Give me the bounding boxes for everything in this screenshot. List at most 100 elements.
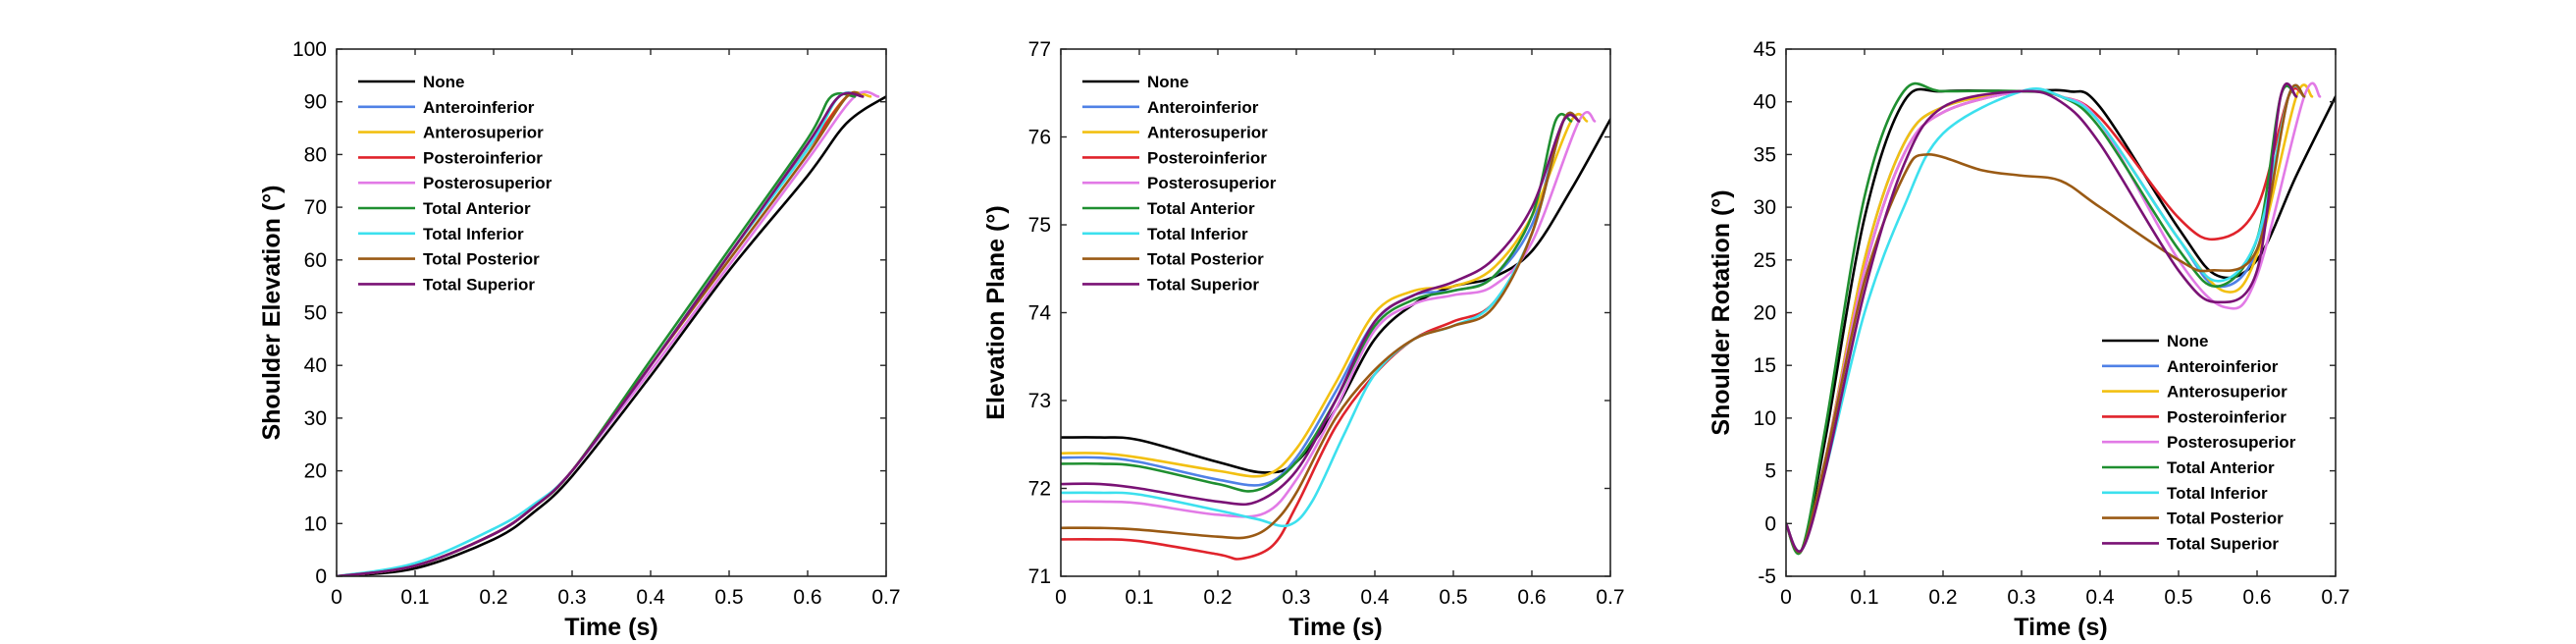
legend-label: Anteroinferior	[423, 98, 535, 117]
plot-area	[337, 49, 886, 576]
y-axis-label: Shoulder Elevation (°)	[258, 185, 286, 440]
x-tick-label: 0	[1055, 586, 1067, 609]
y-tick-label: 15	[1754, 354, 1776, 377]
y-tick-label: 40	[304, 354, 327, 377]
x-tick-label: 0.1	[400, 586, 429, 609]
legend-label: None	[2167, 332, 2209, 350]
series-lines	[1786, 81, 2336, 556]
x-tick-label: 0.5	[1439, 586, 1467, 609]
y-tick-label: 50	[304, 302, 327, 325]
y-tick-label: 20	[304, 460, 327, 483]
y-tick-label: 90	[304, 91, 327, 114]
series-line-total-posterior	[1061, 111, 1581, 540]
plot-area	[1061, 49, 1610, 576]
legend-label: Posteroinferior	[423, 148, 543, 167]
series-line-none	[1061, 118, 1610, 474]
legend-label: Anteroinferior	[2167, 357, 2279, 376]
x-tick-label: 0.5	[2164, 586, 2192, 609]
y-tick-label: 10	[1754, 407, 1776, 430]
chart-panel-2: 0 0.1 0.2 0.3 0.4 0.5 0.6 0.7 71 72 73 74 75 76 77 Time…	[982, 38, 1625, 641]
y-tick-label: 30	[304, 407, 327, 430]
y-tick-label: 70	[304, 196, 327, 219]
x-axis-label: Time (s)	[564, 614, 657, 641]
x-tick-label: 0.7	[1596, 586, 1624, 609]
y-axis-label: Shoulder Rotation (°)	[1708, 189, 1735, 435]
legend-label: Total Anterior	[2167, 458, 2275, 477]
plot-area	[1786, 49, 2336, 576]
legend: None Anteroinferior Anterosuperior Posteroi…	[1082, 73, 1277, 294]
y-tick-label: 40	[1754, 91, 1776, 114]
legend: None Anteroinferior Anterosuperior Posteroi…	[358, 73, 552, 294]
y-tick-label: 0	[315, 565, 327, 588]
x-tick-label: 0.7	[871, 586, 900, 609]
series-line-total-superior	[337, 91, 865, 576]
x-tick-label: 0.6	[793, 586, 821, 609]
legend-label: Anterosuperior	[423, 124, 544, 142]
legend-label: Total Superior	[1147, 275, 1259, 294]
legend-label: Total Inferior	[423, 225, 524, 243]
legend-label: Total Superior	[423, 275, 535, 294]
x-tick-label: 0.6	[2242, 586, 2271, 609]
x-tick-label: 0.1	[1125, 586, 1153, 609]
y-tick-label: 80	[304, 143, 327, 166]
series-line-total-posterior	[1786, 83, 2306, 554]
legend: None Anteroinferior Anterosuperior Posteroi…	[2102, 332, 2296, 553]
x-axis-label: Time (s)	[1288, 614, 1382, 641]
chart-panel-3: 0 0.1 0.2 0.3 0.4 0.5 0.6 0.7-50510152025303540…	[1708, 38, 2350, 641]
series-line-total-superior	[1786, 82, 2298, 554]
y-tick-label: 20	[1754, 302, 1776, 325]
x-tick-label: 0.2	[479, 586, 507, 609]
y-tick-label: 5	[1764, 460, 1776, 483]
legend-label: Posterosuperior	[423, 174, 552, 192]
legend-label: Total Anterior	[1147, 199, 1255, 218]
y-tick-label: 25	[1754, 249, 1776, 272]
series-lines	[1061, 111, 1610, 561]
legend-label: Total Inferior	[2167, 484, 2268, 503]
x-tick-label: 0.3	[1282, 586, 1310, 609]
series-line-total-superior	[1061, 113, 1581, 507]
y-tick-label: 100	[292, 38, 327, 61]
legend-label: Anterosuperior	[2167, 383, 2287, 402]
legend-label: Posteroinferior	[1147, 148, 1267, 167]
y-tick-label: 76	[1028, 127, 1051, 149]
x-tick-label: 0.3	[557, 586, 586, 609]
x-tick-label: 0.5	[714, 586, 743, 609]
y-tick-label: 10	[304, 512, 327, 535]
legend-label: Total Posterior	[2167, 510, 2284, 528]
y-tick-label: 35	[1754, 143, 1776, 166]
legend-label: Anterosuperior	[1147, 124, 1268, 142]
x-tick-label: 0.2	[1928, 586, 1957, 609]
legend-label: Total Posterior	[1147, 250, 1264, 269]
legend-label: Total Inferior	[1147, 225, 1248, 243]
series-line-none	[337, 95, 886, 576]
legend-label: Total Posterior	[423, 250, 540, 269]
legend-label: None	[1147, 73, 1189, 91]
legend-label: Posterosuperior	[1147, 174, 1277, 192]
y-tick-label: 60	[304, 249, 327, 272]
legend-label: None	[423, 73, 465, 91]
x-tick-label: 0	[1780, 586, 1792, 609]
legend-label: Total Superior	[2167, 534, 2279, 553]
y-tick-label: 72	[1028, 478, 1051, 501]
series-line-posterosuperior	[1061, 111, 1597, 518]
y-tick-label: 71	[1028, 565, 1051, 588]
legend-label: Posterosuperior	[2167, 433, 2296, 452]
legend-label: Total Anterior	[423, 199, 531, 218]
y-tick-label: 0	[1764, 512, 1776, 535]
series-line-anteroinferior	[1061, 112, 1581, 487]
y-tick-label: -5	[1758, 565, 1776, 588]
x-tick-label: 0.7	[2321, 586, 2349, 609]
series-lines	[337, 90, 886, 576]
x-tick-label: 0.4	[2085, 586, 2115, 609]
x-tick-label: 0.3	[2007, 586, 2035, 609]
x-tick-label: 0.4	[1360, 586, 1390, 609]
y-tick-label: 75	[1028, 214, 1051, 237]
y-tick-label: 73	[1028, 390, 1051, 412]
chart-panel-1: 0 0.1 0.2 0.3 0.4 0.5 0.6 0.7 0 10 20 30 40 50 60 70 80 9…	[258, 38, 901, 641]
y-tick-label: 77	[1028, 38, 1051, 61]
x-axis-label: Time (s)	[2014, 614, 2107, 641]
y-tick-label: 74	[1028, 302, 1052, 325]
legend-label: Anteroinferior	[1147, 98, 1259, 117]
x-tick-label: 0.1	[1850, 586, 1878, 609]
